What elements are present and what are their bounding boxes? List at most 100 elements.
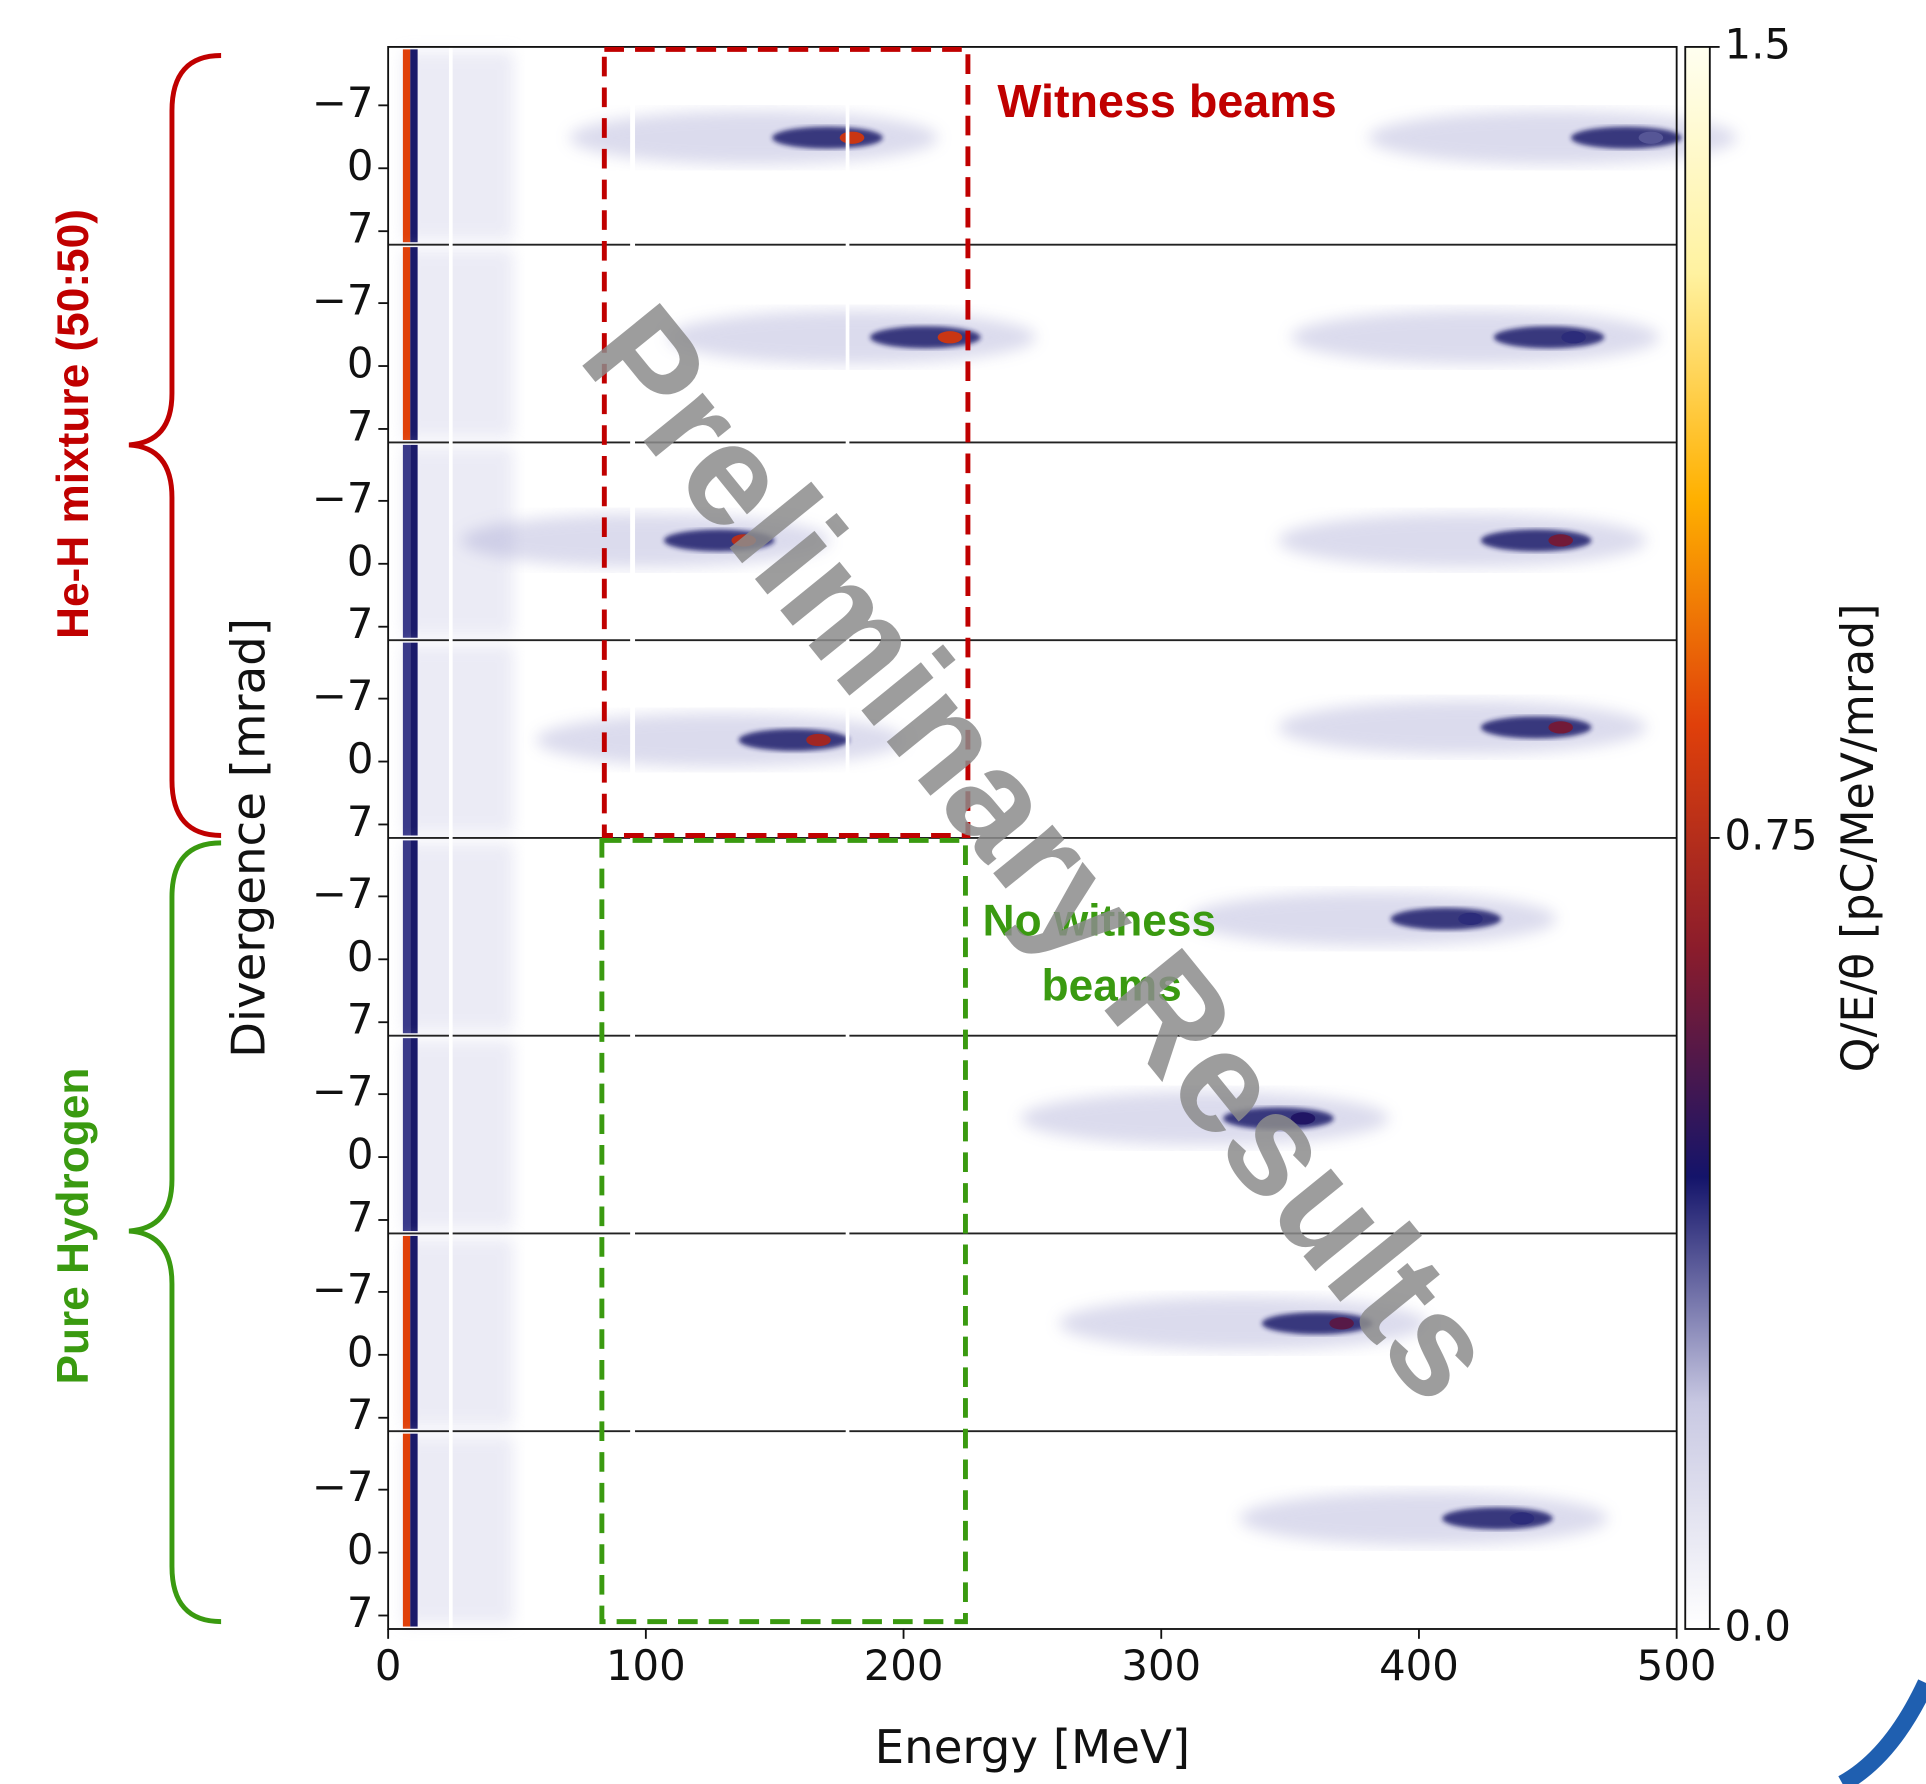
beam-body [772, 126, 883, 149]
panel-background [388, 1035, 1677, 1234]
beam-peak [1329, 1317, 1354, 1330]
beam-peak [1548, 721, 1573, 734]
beam-peak [937, 331, 963, 344]
beam-body [870, 326, 981, 349]
low-energy-edge [410, 247, 418, 440]
y-tick-label: 7 [347, 204, 374, 253]
beam-body [1493, 326, 1605, 349]
panel: −7 0 7 [312, 1430, 1677, 1637]
y-tick-label: 0 [347, 1525, 374, 1574]
y-tick-label: 7 [347, 995, 374, 1044]
annotation: Witness beams [997, 75, 1336, 127]
x-tick-label: 100 [606, 1641, 686, 1690]
colorbar-tick-label: 0.0 [1725, 1601, 1791, 1650]
low-energy-edge [410, 1433, 418, 1627]
low-energy-haze [402, 645, 514, 834]
group-brace [128, 840, 222, 1625]
low-energy-edge [402, 1433, 411, 1627]
beam-body [1390, 907, 1502, 930]
beam-body [738, 728, 850, 752]
corner-decoration [1838, 1679, 1926, 1784]
low-energy-edge [402, 840, 411, 1034]
beam-peak [731, 534, 757, 547]
y-tick-label: 0 [347, 1327, 374, 1376]
y-tick-label: 7 [347, 599, 374, 648]
low-energy-edge [402, 642, 411, 836]
low-energy-edge [402, 247, 411, 440]
beam-halo [1187, 891, 1557, 946]
y-tick-label: 7 [347, 797, 374, 846]
y-tick-label: 0 [347, 932, 374, 981]
group-brace [128, 53, 222, 838]
x-tick-label: 0 [375, 1641, 402, 1690]
no-witness-box [599, 837, 968, 1625]
y-tick-label: 7 [347, 1192, 374, 1241]
beam-halo [461, 513, 830, 568]
y-tick-label: 0 [347, 734, 374, 783]
group-label: He-H mixture (50:50) [49, 209, 98, 639]
low-energy-haze [402, 249, 514, 438]
beam-peak [1290, 1112, 1316, 1125]
low-energy-haze [402, 1040, 514, 1229]
y-tick-label: −7 [312, 78, 374, 127]
y-tick-label: −7 [312, 671, 374, 720]
low-energy-haze [402, 1238, 514, 1427]
y-tick-label: 7 [347, 1588, 374, 1637]
colorbar-tick-label: 1.5 [1725, 19, 1791, 68]
beam-halo [1239, 1491, 1609, 1546]
y-tick-label: 0 [347, 339, 374, 388]
annotation: beams [1042, 962, 1182, 1011]
y-tick-label: −7 [312, 869, 374, 918]
low-energy-edge [410, 49, 418, 243]
y-tick-label: 0 [347, 141, 374, 190]
beam-halo [535, 712, 905, 767]
low-energy-edge [410, 840, 418, 1034]
beam-peak [1638, 131, 1664, 144]
y-tick-label: −7 [312, 276, 374, 325]
beam-peak [1458, 912, 1483, 925]
beam-peak [1509, 1512, 1535, 1525]
x-tick-label: 500 [1637, 1641, 1717, 1690]
low-energy-edge [410, 642, 418, 836]
low-energy-edge [410, 1235, 418, 1429]
beam-halo [1059, 1296, 1428, 1351]
low-energy-edge [402, 1038, 411, 1232]
beam-halo [1278, 700, 1647, 755]
y-tick-label: −7 [312, 1462, 374, 1511]
beam-body [1571, 126, 1682, 149]
panel: −7 0 7 [312, 243, 1677, 450]
colorbar [1684, 45, 1711, 1630]
annotation: No witness [983, 897, 1216, 946]
y-tick-label: −7 [312, 1264, 374, 1313]
low-energy-edge [410, 444, 418, 638]
beam-peak [839, 131, 865, 144]
low-energy-haze [402, 1436, 514, 1625]
low-energy-edge [402, 1235, 411, 1429]
axes: 0 100 200 300 400 500 Energy [MeV] Divergence [… [222, 19, 1884, 1775]
x-tick-label: 200 [864, 1641, 944, 1690]
colorbar-label: Q/E/θ [pC/MeV/mrad] [1833, 604, 1884, 1073]
low-energy-edge [402, 49, 411, 243]
beam-body [1480, 716, 1592, 739]
x-tick-label: 400 [1379, 1641, 1459, 1690]
low-energy-edge [402, 444, 411, 638]
y-tick-label: 0 [347, 536, 374, 585]
witness-box [601, 46, 971, 838]
colorbar-tick-label: 0.75 [1725, 810, 1818, 859]
y-tick-label: −7 [312, 473, 374, 522]
beam-halo [1368, 110, 1737, 165]
beam-body [1442, 1507, 1553, 1530]
y-tick-label: 7 [347, 1390, 374, 1439]
low-energy-haze [402, 842, 514, 1031]
beam-peak [1561, 331, 1586, 344]
beam-body [1480, 529, 1592, 552]
beam-peak [1548, 534, 1573, 547]
beam-halo [1291, 310, 1660, 365]
x-tick-label: 300 [1121, 1641, 1201, 1690]
beam-halo [1020, 1091, 1389, 1146]
beam-halo [667, 310, 1036, 365]
plot-frame [387, 45, 1678, 1630]
y-tick-label: −7 [312, 1067, 374, 1116]
x-axis-label: Energy [MeV] [875, 1721, 1190, 1775]
